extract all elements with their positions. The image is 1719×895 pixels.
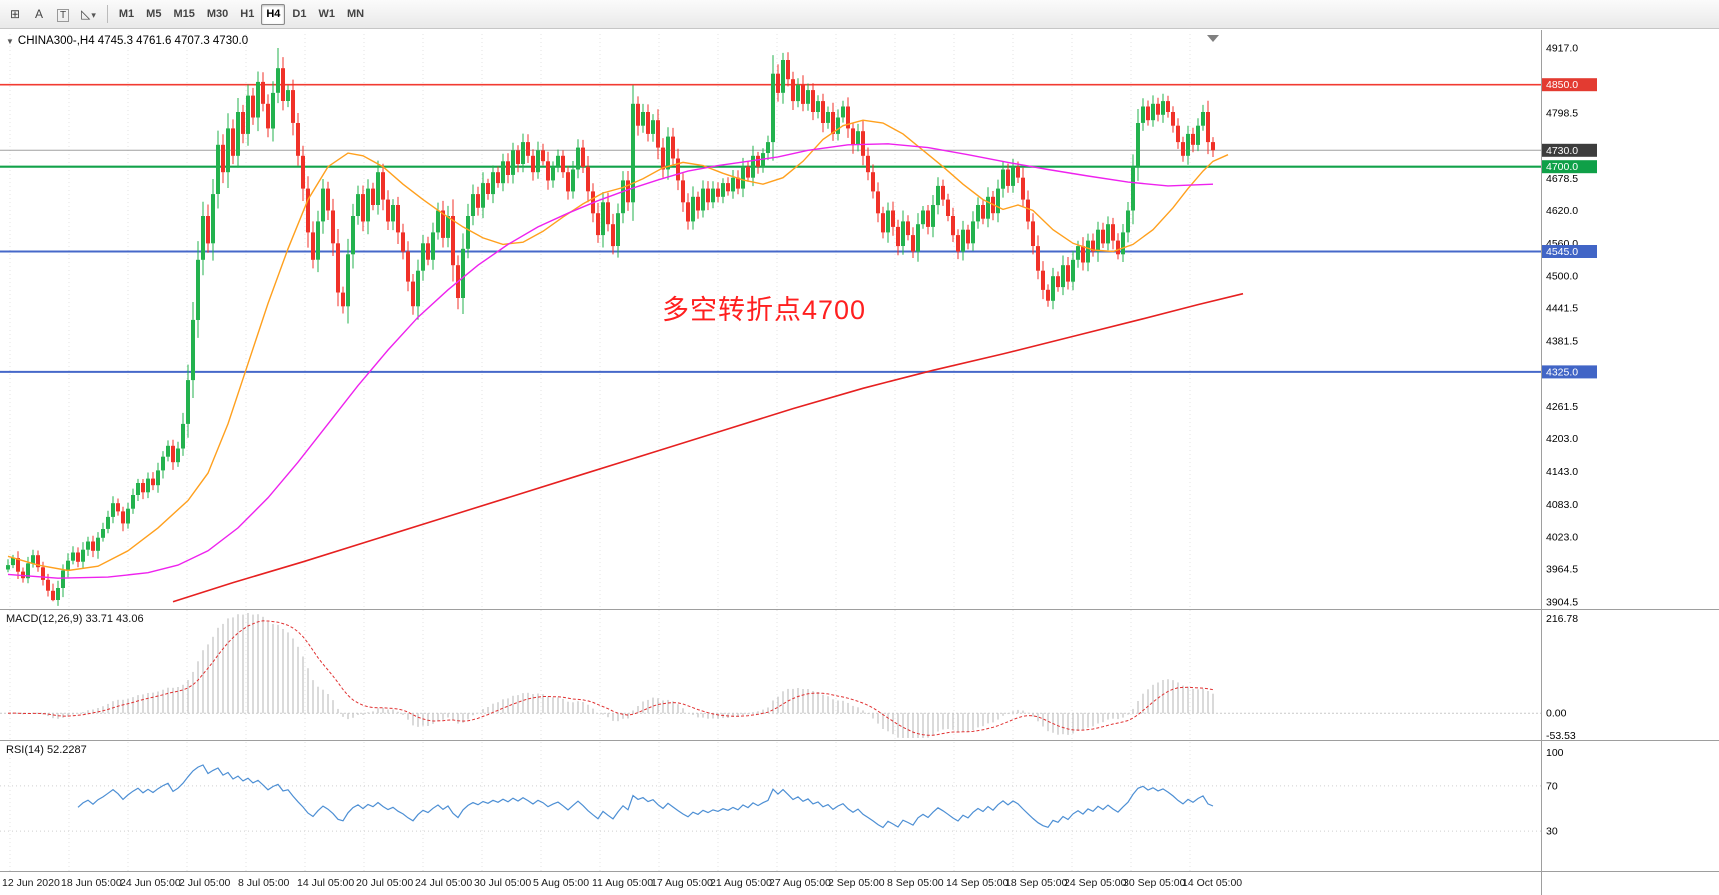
chart-annotation: 多空转折点4700: [662, 295, 867, 325]
svg-text:2 Jul 05:00: 2 Jul 05:00: [179, 877, 231, 889]
svg-text:4917.0: 4917.0: [1546, 43, 1578, 55]
svg-text:-53.53: -53.53: [1546, 730, 1576, 742]
timeframe-h4[interactable]: H4: [261, 3, 286, 25]
text-box-glyph: T: [57, 9, 70, 22]
chevron-down-icon: ▾: [91, 10, 96, 20]
svg-text:4381.5: 4381.5: [1546, 336, 1578, 348]
svg-text:4325.0: 4325.0: [1546, 366, 1578, 378]
price-chart[interactable]: 216.78 0.00 -53.53 100 70 30 4917.0 4798.5 4678.…: [0, 30, 1719, 895]
svg-text:4083.0: 4083.0: [1546, 499, 1578, 511]
svg-text:24 Jun 05:00: 24 Jun 05:00: [120, 877, 181, 889]
svg-text:4545.0: 4545.0: [1546, 246, 1578, 258]
timeframe-h1[interactable]: H1: [235, 4, 259, 25]
svg-text:27 Aug 05:00: 27 Aug 05:00: [769, 877, 831, 889]
svg-text:4798.5: 4798.5: [1546, 107, 1578, 119]
chart-symbol-header: ▼ CHINA300-,H4 4745.3 4761.6 4707.3 4730.…: [6, 35, 248, 47]
svg-text:4700.0: 4700.0: [1546, 161, 1578, 173]
collapse-icon[interactable]: ▼: [6, 37, 14, 46]
svg-text:4023.0: 4023.0: [1546, 532, 1578, 544]
svg-text:4620.0: 4620.0: [1546, 205, 1578, 217]
svg-text:3964.5: 3964.5: [1546, 564, 1578, 576]
shapes-button[interactable]: ◺▾: [76, 4, 101, 25]
svg-text:5 Aug 05:00: 5 Aug 05:00: [533, 877, 589, 889]
svg-text:4261.5: 4261.5: [1546, 401, 1578, 413]
svg-text:12 Jun 2020: 12 Jun 2020: [2, 877, 60, 889]
svg-text:24 Sep 05:00: 24 Sep 05:00: [1064, 877, 1127, 889]
toolbar-separator: [106, 5, 108, 23]
rsi-label: RSI(14) 52.2287: [6, 744, 87, 756]
svg-text:30 Sep 05:00: 30 Sep 05:00: [1123, 877, 1186, 889]
timeframe-m30[interactable]: M30: [202, 4, 233, 25]
timeframe-m5[interactable]: M5: [141, 4, 166, 25]
svg-text:14 Jul 05:00: 14 Jul 05:00: [297, 877, 354, 889]
svg-text:4143.0: 4143.0: [1546, 466, 1578, 478]
macd-label: MACD(12,26,9) 33.71 43.06: [6, 613, 144, 625]
svg-text:4203.0: 4203.0: [1546, 433, 1578, 445]
svg-text:4678.5: 4678.5: [1546, 173, 1578, 185]
svg-text:21 Aug 05:00: 21 Aug 05:00: [710, 877, 772, 889]
svg-text:8 Jul 05:00: 8 Jul 05:00: [238, 877, 290, 889]
symbol-ohlc-text: CHINA300-,H4 4745.3 4761.6 4707.3 4730.0: [17, 35, 249, 47]
timeframe-m1[interactable]: M1: [114, 4, 139, 25]
timeframe-m15[interactable]: M15: [168, 4, 199, 25]
shapes-icon: ◺: [81, 7, 91, 21]
svg-text:18 Jun 05:00: 18 Jun 05:00: [61, 877, 122, 889]
svg-text:20 Jul 05:00: 20 Jul 05:00: [356, 877, 413, 889]
svg-text:100: 100: [1546, 747, 1564, 759]
svg-text:11 Aug 05:00: 11 Aug 05:00: [592, 877, 653, 889]
svg-text:70: 70: [1546, 780, 1558, 792]
toolbar: ⊞ A T ◺▾ M1 M5 M15 M30 H1 H4 D1 W1 MN: [0, 0, 1719, 29]
svg-text:30 Jul 05:00: 30 Jul 05:00: [474, 877, 531, 889]
svg-text:4730.0: 4730.0: [1546, 145, 1578, 157]
timeframe-w1[interactable]: W1: [313, 4, 340, 25]
svg-text:4441.5: 4441.5: [1546, 303, 1578, 315]
svg-text:2 Sep 05:00: 2 Sep 05:00: [828, 877, 885, 889]
timeframe-d1[interactable]: D1: [287, 4, 311, 25]
svg-text:24 Jul 05:00: 24 Jul 05:00: [415, 877, 472, 889]
svg-text:14 Oct 05:00: 14 Oct 05:00: [1182, 877, 1242, 889]
timeframe-mn[interactable]: MN: [342, 4, 369, 25]
svg-text:4500.0: 4500.0: [1546, 271, 1578, 283]
text-box-icon[interactable]: T: [52, 4, 74, 25]
svg-text:17 Aug 05:00: 17 Aug 05:00: [651, 877, 713, 889]
svg-text:18 Sep 05:00: 18 Sep 05:00: [1005, 877, 1068, 889]
chart-area: 216.78 0.00 -53.53 100 70 30 4917.0 4798.5 4678.…: [0, 30, 1719, 895]
svg-text:14 Sep 05:00: 14 Sep 05:00: [946, 877, 1009, 889]
svg-text:3904.5: 3904.5: [1546, 597, 1578, 609]
label-a-icon[interactable]: A: [28, 4, 50, 25]
grid-icon[interactable]: ⊞: [4, 4, 26, 25]
svg-text:30: 30: [1546, 826, 1558, 838]
svg-text:216.78: 216.78: [1546, 613, 1578, 625]
svg-text:8 Sep 05:00: 8 Sep 05:00: [887, 877, 944, 889]
svg-text:0.00: 0.00: [1546, 708, 1567, 720]
svg-text:4850.0: 4850.0: [1546, 79, 1578, 91]
